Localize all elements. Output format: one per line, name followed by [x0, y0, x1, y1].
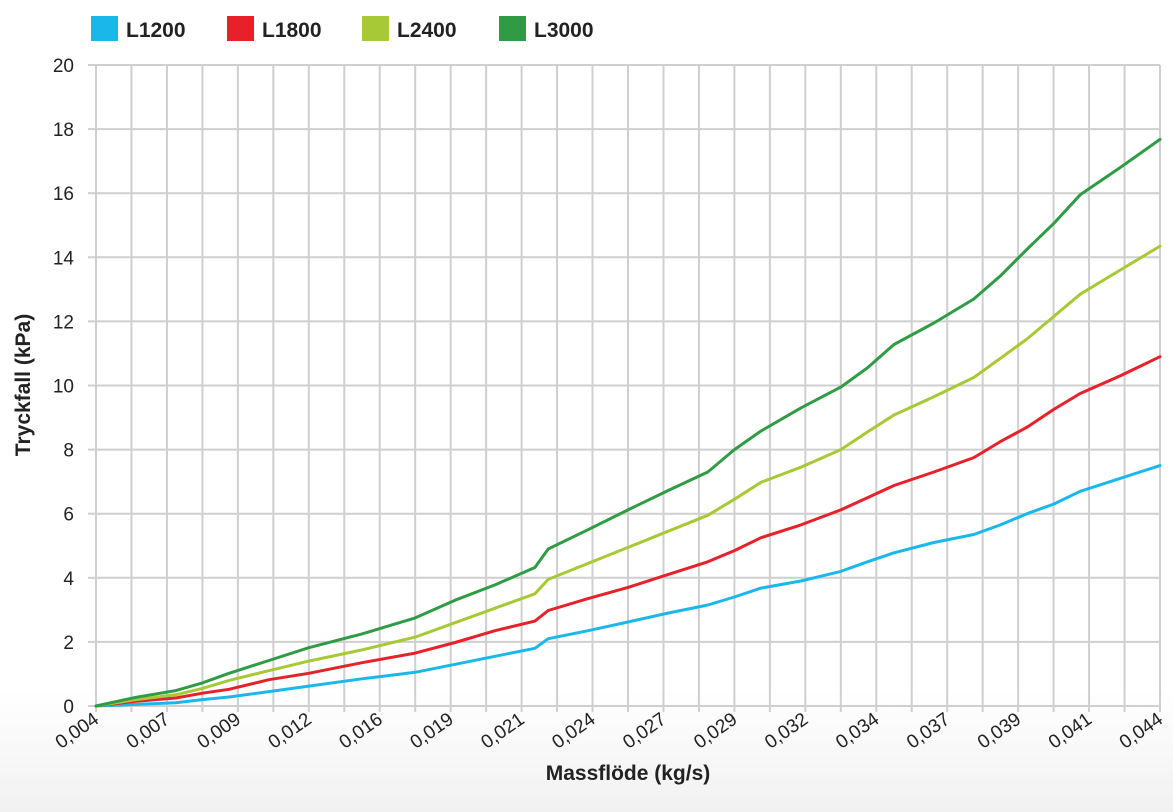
series-lines: [94, 137, 1162, 708]
x-tick-label: 0,021: [477, 709, 528, 753]
y-tick-label: 18: [53, 120, 74, 141]
series-line-l1800: [94, 355, 1162, 708]
x-tick-label: 0,012: [265, 709, 316, 753]
series-line-l3000: [94, 137, 1162, 708]
x-tick-label: 0,032: [761, 709, 812, 753]
x-tick-label: 0,037: [903, 709, 954, 753]
legend-swatch-l1200: [91, 16, 118, 41]
legend-swatch-l3000: [499, 16, 526, 41]
x-tick-label: 0,039: [974, 709, 1025, 753]
x-tick-label: 0,019: [407, 709, 458, 753]
x-tick-label: 0,004: [52, 709, 103, 754]
x-tick-label: 0,007: [123, 709, 174, 753]
series-line-l1200: [94, 464, 1162, 708]
y-tick-label: 12: [53, 312, 74, 333]
y-tick-label: 2: [63, 633, 74, 654]
grid: [88, 64, 1161, 712]
legend: L1200 L1800 L2400 L3000: [91, 16, 594, 42]
x-tick-label: 0,027: [619, 709, 670, 753]
y-tick-label: 16: [53, 184, 74, 205]
y-tick-label: 0: [63, 697, 74, 718]
series-line-l2400: [94, 244, 1162, 708]
legend-swatch-l2400: [362, 16, 389, 41]
y-tick-label: 10: [53, 377, 74, 398]
x-tick-label: 0,041: [1045, 709, 1096, 753]
x-tick-label: 0,024: [548, 709, 599, 754]
tick-labels: 0 2 4 6 8 10 12 14 16 18 20 0,004 0,007 0,009 0,012 0,0…: [52, 56, 1167, 753]
y-tick-label: 20: [53, 56, 74, 77]
legend-label-l3000: L3000: [534, 19, 594, 42]
legend-label-l2400: L2400: [397, 19, 457, 42]
y-tick-label: 6: [63, 505, 74, 526]
y-tick-label: 8: [63, 441, 74, 462]
x-axis-title: Massflöde (kg/s): [546, 762, 711, 785]
legend-swatch-l1800: [227, 16, 254, 41]
legend-label-l1800: L1800: [262, 19, 322, 42]
y-axis-title: Tryckfall (kPa): [12, 314, 35, 456]
y-tick-label: 4: [63, 569, 74, 590]
x-tick-label: 0,009: [194, 709, 245, 753]
x-tick-label: 0,016: [336, 709, 387, 753]
y-tick-label: 14: [53, 248, 75, 269]
x-tick-label: 0,044: [1116, 709, 1167, 754]
x-tick-label: 0,029: [690, 709, 741, 753]
x-tick-label: 0,034: [832, 709, 883, 754]
legend-label-l1200: L1200: [126, 19, 186, 42]
